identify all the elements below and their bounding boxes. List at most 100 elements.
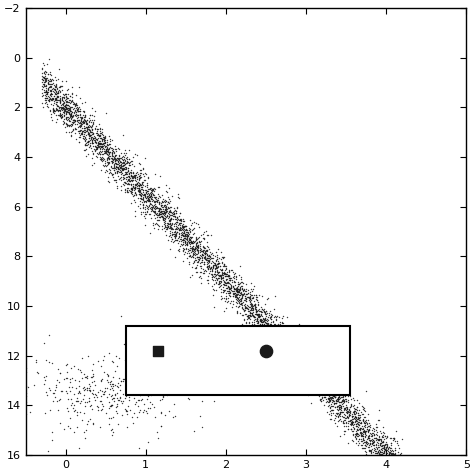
Point (247, 307, 255, 314)
Point (74, 389, 82, 397)
Point (268, 328, 275, 336)
Point (364, 427, 372, 435)
Point (152, 198, 159, 205)
Point (286, 361, 293, 368)
Point (274, 351, 282, 359)
Point (50, 107, 57, 114)
Point (248, 319, 256, 326)
Point (237, 300, 245, 308)
Point (329, 394, 337, 402)
Point (95, 132, 103, 140)
Point (135, 176, 143, 183)
Point (318, 383, 326, 391)
Point (145, 196, 152, 204)
Point (133, 169, 140, 176)
Point (373, 447, 380, 455)
Point (337, 390, 345, 398)
Point (222, 305, 230, 312)
Point (161, 205, 169, 212)
Point (40, 86, 48, 93)
Point (198, 246, 205, 253)
Point (327, 409, 335, 417)
Point (143, 193, 150, 201)
Point (357, 429, 365, 437)
Point (295, 357, 303, 365)
Point (202, 267, 210, 274)
Point (379, 433, 386, 440)
Point (248, 311, 255, 319)
Point (91, 134, 98, 142)
Point (170, 210, 178, 217)
Point (56, 95, 64, 103)
Point (47, 92, 55, 100)
Point (387, 468, 394, 474)
Point (212, 264, 219, 271)
Point (51, 96, 59, 104)
Point (49, 85, 56, 92)
Point (272, 326, 280, 333)
Point (72, 397, 80, 405)
Point (154, 347, 162, 355)
Point (157, 199, 165, 207)
Point (105, 405, 112, 412)
Point (68, 109, 75, 116)
Point (320, 381, 328, 388)
Point (243, 312, 251, 319)
Point (370, 430, 377, 438)
Point (363, 425, 371, 433)
Point (135, 184, 142, 192)
Point (50, 109, 57, 116)
Point (387, 469, 395, 474)
Point (82, 426, 90, 433)
Point (325, 396, 333, 403)
Point (169, 215, 176, 222)
Point (288, 343, 295, 350)
Point (101, 138, 109, 146)
Point (244, 286, 252, 294)
Point (380, 455, 388, 463)
Point (135, 188, 142, 195)
Point (353, 397, 360, 404)
Point (164, 224, 171, 231)
Point (159, 217, 167, 224)
Point (65, 116, 73, 124)
Point (180, 235, 187, 243)
Point (279, 341, 286, 349)
Point (133, 168, 141, 176)
Point (208, 257, 216, 265)
Point (283, 349, 291, 356)
Point (336, 392, 344, 399)
Point (70, 109, 78, 117)
Point (257, 315, 264, 323)
Point (140, 212, 148, 219)
Point (145, 373, 153, 380)
Point (81, 399, 89, 406)
Point (88, 128, 95, 136)
Point (109, 146, 116, 153)
Point (136, 187, 143, 194)
Point (149, 207, 157, 215)
Point (242, 280, 250, 288)
Point (83, 120, 91, 128)
Point (282, 338, 290, 346)
Point (105, 149, 112, 156)
Point (69, 116, 76, 124)
Point (292, 362, 300, 370)
Point (282, 357, 290, 365)
Point (162, 188, 169, 195)
Point (64, 422, 72, 429)
Point (255, 328, 263, 336)
Point (299, 377, 306, 385)
Point (253, 315, 261, 322)
Point (391, 467, 399, 474)
Point (292, 335, 300, 342)
Point (302, 356, 310, 363)
Point (362, 419, 369, 427)
Point (144, 174, 152, 182)
Point (234, 292, 241, 299)
Point (89, 155, 96, 162)
Point (352, 407, 359, 415)
Point (234, 290, 241, 298)
Point (390, 450, 398, 457)
Point (64, 94, 71, 102)
